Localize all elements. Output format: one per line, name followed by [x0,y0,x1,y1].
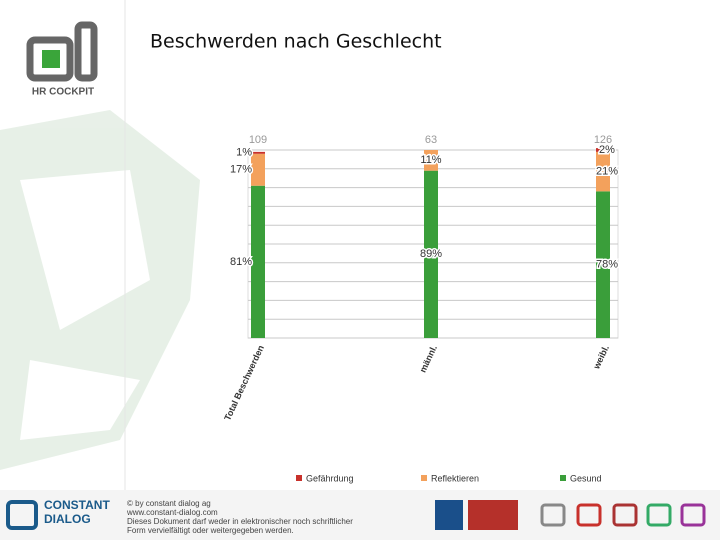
total-label: 126 [594,134,612,146]
footer-text: Dieses Dokument darf weder in elektronis… [127,517,353,526]
bar-segment [596,148,610,152]
logo [26,21,98,82]
value-label: 89% [420,248,442,260]
footer-logo [6,500,38,530]
value-label: 81% [230,256,252,268]
value-label: 11% [420,154,441,166]
brand: CONSTANT [44,498,110,512]
bar-segment [596,191,610,338]
legend-swatch [296,475,302,481]
slide-title: Beschwerden nach Geschlecht [150,31,442,53]
value-label: 21% [596,166,618,178]
footer-text: Form vervielfältigt oder weitergegeben w… [127,526,294,535]
value-label: 17% [230,164,252,176]
legend-label: Reflektieren [431,473,479,483]
watermark [0,110,200,470]
bar-segment [251,153,265,186]
total-label: 63 [425,134,437,146]
legend-swatch [560,475,566,481]
legend-label: Gesund [570,473,602,483]
legend-label: Gefährdung [306,473,354,483]
bar-segment [251,185,265,338]
product-logos [540,503,706,527]
bar-segment [596,151,610,192]
bar-segment [251,151,265,154]
brand: DIALOG [44,512,91,526]
bar-segment [424,170,438,338]
badge [435,500,463,530]
badge [468,500,518,530]
footer-text: www.constant-dialog.com [126,508,218,517]
value-label: 78% [596,259,618,271]
value-label: 1% [236,147,252,159]
logo-text: HR COCKPIT [32,87,94,98]
footer-text: © by constant dialog ag [127,499,211,508]
bar-segment [424,150,438,171]
legend-swatch [421,475,427,481]
total-label: 109 [249,134,267,146]
value-label: 2% [599,144,615,156]
